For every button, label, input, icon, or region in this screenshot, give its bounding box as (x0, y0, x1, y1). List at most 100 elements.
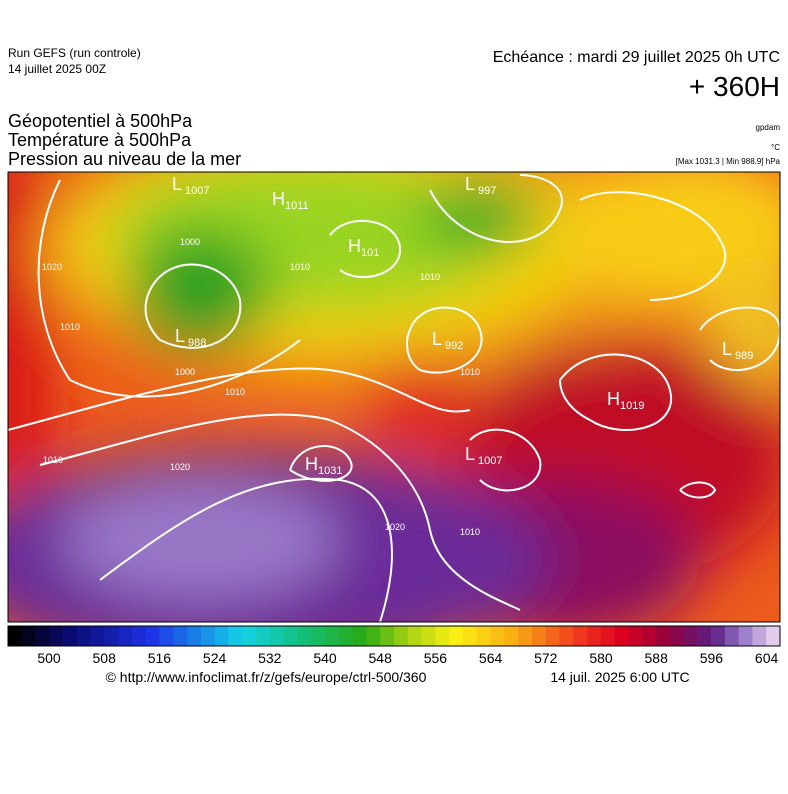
map-frame (7, 171, 781, 623)
color-swatch (228, 626, 243, 646)
field-title: Pression au niveau de la mer (8, 149, 241, 169)
color-swatch (159, 626, 174, 646)
color-swatch (187, 626, 202, 646)
field-title: Géopotentiel à 500hPa (8, 111, 193, 131)
color-swatch (697, 626, 712, 646)
source: © http://www.infoclimat.fr/z/gefs/europe… (106, 669, 427, 685)
color-swatch (338, 626, 353, 646)
isobar-label: 1020 (385, 522, 405, 532)
center-value: 1019 (620, 400, 644, 412)
unit-label: [Max 1031.3 | Min 988.9] hPa (676, 157, 781, 166)
colorbar-label: 548 (369, 650, 393, 666)
isobar-label: 1010 (420, 272, 440, 282)
center-letter: L (172, 174, 182, 194)
color-swatch (76, 626, 92, 646)
color-swatch (380, 626, 395, 646)
isobar-label: 1010 (460, 527, 480, 537)
color-swatch (242, 626, 257, 646)
color-swatch (614, 626, 629, 646)
color-swatch (407, 626, 422, 646)
colorbar-label: 580 (589, 650, 613, 666)
color-swatch (21, 626, 36, 646)
colorbar-label: 572 (534, 650, 558, 666)
center-value: 1007 (478, 455, 502, 467)
color-swatch (269, 626, 285, 646)
color-swatch (711, 626, 726, 646)
color-swatch (325, 626, 340, 646)
color-swatch (352, 626, 367, 646)
isobar-label: 1010 (43, 455, 63, 465)
color-swatch (435, 626, 450, 646)
color-swatch (766, 626, 781, 646)
run-date: 14 juillet 2025 00Z (8, 62, 106, 76)
center-letter: L (175, 326, 185, 346)
color-swatch (256, 626, 271, 646)
field-title: Température à 500hPa (8, 130, 192, 150)
center-value: 1007 (185, 185, 209, 197)
isobar-label: 1020 (170, 462, 190, 472)
center-letter: L (465, 444, 475, 464)
colorbar-label: 500 (37, 650, 61, 666)
color-swatch (104, 626, 119, 646)
color-swatch (462, 626, 478, 646)
color-swatch (545, 626, 560, 646)
valid-time: Echéance : mardi 29 juillet 2025 0h UTC (493, 49, 780, 66)
color-swatch (559, 626, 574, 646)
color-swatch (724, 626, 739, 646)
colorbar-frame (7, 625, 781, 647)
center-value: 989 (735, 350, 753, 362)
color-swatch (628, 626, 643, 646)
isobar-label: 1010 (225, 387, 245, 397)
isobar-labels: 1020 1010 1000 1010 1020 1010 1000 1010 1010 1010… (42, 237, 480, 537)
color-swatch (683, 626, 698, 646)
colorbar-label: 556 (424, 650, 448, 666)
center-value: 992 (445, 340, 463, 352)
lead-time: + 360H (689, 71, 780, 102)
colorbar-label: 516 (148, 650, 172, 666)
center-letter: L (722, 339, 732, 359)
colorbar-label: 508 (93, 650, 117, 666)
color-swatch (311, 626, 326, 646)
color-swatch (518, 626, 533, 646)
isobar-label: 1000 (175, 367, 195, 377)
color-swatch (35, 626, 50, 646)
color-swatch (214, 626, 229, 646)
color-swatch (145, 626, 160, 646)
center-letter: L (465, 174, 475, 194)
color-swatch (669, 626, 684, 646)
unit-label: gpdam (756, 123, 781, 132)
center-letter: L (432, 329, 442, 349)
center-letter: H (348, 236, 361, 256)
center-letter: H (607, 389, 620, 409)
color-swatch (118, 626, 133, 646)
center-value: 997 (478, 185, 496, 197)
color-swatch (752, 626, 767, 646)
center-value: 101 (361, 247, 379, 259)
color-swatch (587, 626, 602, 646)
run-label: Run GEFS (run controle) (8, 46, 141, 60)
color-swatch (132, 626, 147, 646)
color-swatch (297, 626, 312, 646)
color-swatch (490, 626, 505, 646)
color-swatch (573, 626, 588, 646)
center-letter: H (272, 189, 285, 209)
color-swatch (49, 626, 64, 646)
generated-time: 14 juil. 2025 6:00 UTC (550, 669, 689, 685)
colorbar-label: 564 (479, 650, 503, 666)
isobar-label: 1010 (460, 367, 480, 377)
center-letter: H (305, 454, 318, 474)
color-swatch (600, 626, 615, 646)
center-value: 1011 (285, 200, 309, 212)
isobar-label: 1020 (42, 262, 62, 272)
colorbar-label: 596 (700, 650, 724, 666)
color-swatch (531, 626, 546, 646)
color-swatch (476, 626, 491, 646)
isobar-label: 1000 (180, 237, 200, 247)
center-value: 988 (188, 337, 206, 349)
color-swatch (421, 626, 436, 646)
color-swatch (283, 626, 298, 646)
color-swatch (738, 626, 753, 646)
isobar-label: 1010 (60, 322, 80, 332)
